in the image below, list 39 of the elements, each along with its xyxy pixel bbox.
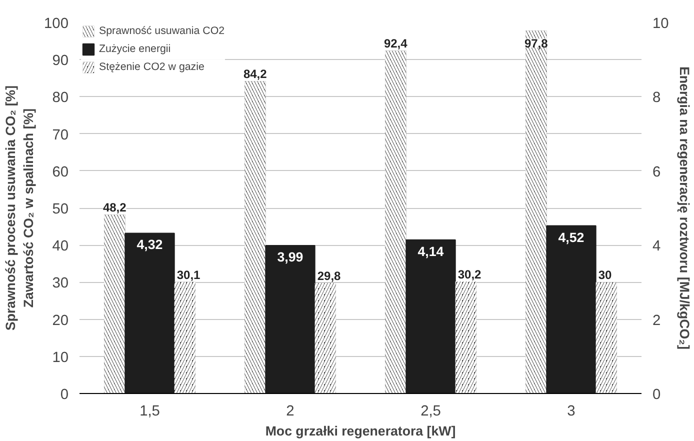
x-tick-label: 3 [567,404,576,420]
y2-tick-label: 2 [652,312,661,329]
legend-label: Sprawność usuwania CO2 [99,25,225,37]
data-label: 30,2 [458,267,482,282]
data-label: 48,2 [102,200,127,215]
y-tick-label: 70 [52,127,69,144]
data-label: 30 [598,268,612,282]
y-tick-label: 90 [52,53,69,70]
y-tick-label: 30 [52,276,69,292]
x-tick-label: 1,5 [140,404,160,420]
y-tick-label: 0 [60,387,69,403]
x-tick-label: 2,5 [420,404,441,420]
data-label: 4,14 [418,244,444,259]
y2-tick-label: 8 [652,90,661,106]
y-tick-label: 60 [52,164,69,180]
x-tick-label: 2 [286,404,294,420]
y2-tick-label: 10 [652,16,669,32]
y-axis-title: Sprawność procesu usuwania CO₂ [%] Zawartość CO₂ w spalinach [%] [3,85,36,331]
data-label: 84,2 [243,67,268,82]
y2-tick-label: 0 [652,387,661,403]
y-tick-label: 80 [52,90,69,106]
data-label: 4,52 [558,230,584,245]
y2-tick-label: 6 [652,164,661,180]
data-label: 4,32 [136,237,163,252]
x-axis-title: Moc grzałki regeneratora [kW] [265,424,456,438]
y2-axis-title: Energia na regenerację roztworu [MJ/kgCO₂] [676,66,692,350]
legend-label: Stężenie CO2 w gazie [99,61,204,73]
y2-tick-label: 4 [652,238,661,255]
y-tick-label: 10 [52,350,69,366]
data-label: 29,8 [317,268,342,283]
y-tick-label: 20 [52,312,69,329]
y-tick-label: 40 [52,238,69,255]
y-tick-label: 100 [44,16,69,32]
y-tick-label: 50 [52,202,69,218]
data-label: 3,99 [277,249,304,264]
data-label: 92,4 [384,36,408,51]
legend-label: Zużycie energii [99,43,171,55]
data-label: 97,8 [524,36,548,51]
data-label: 30,1 [176,268,201,282]
